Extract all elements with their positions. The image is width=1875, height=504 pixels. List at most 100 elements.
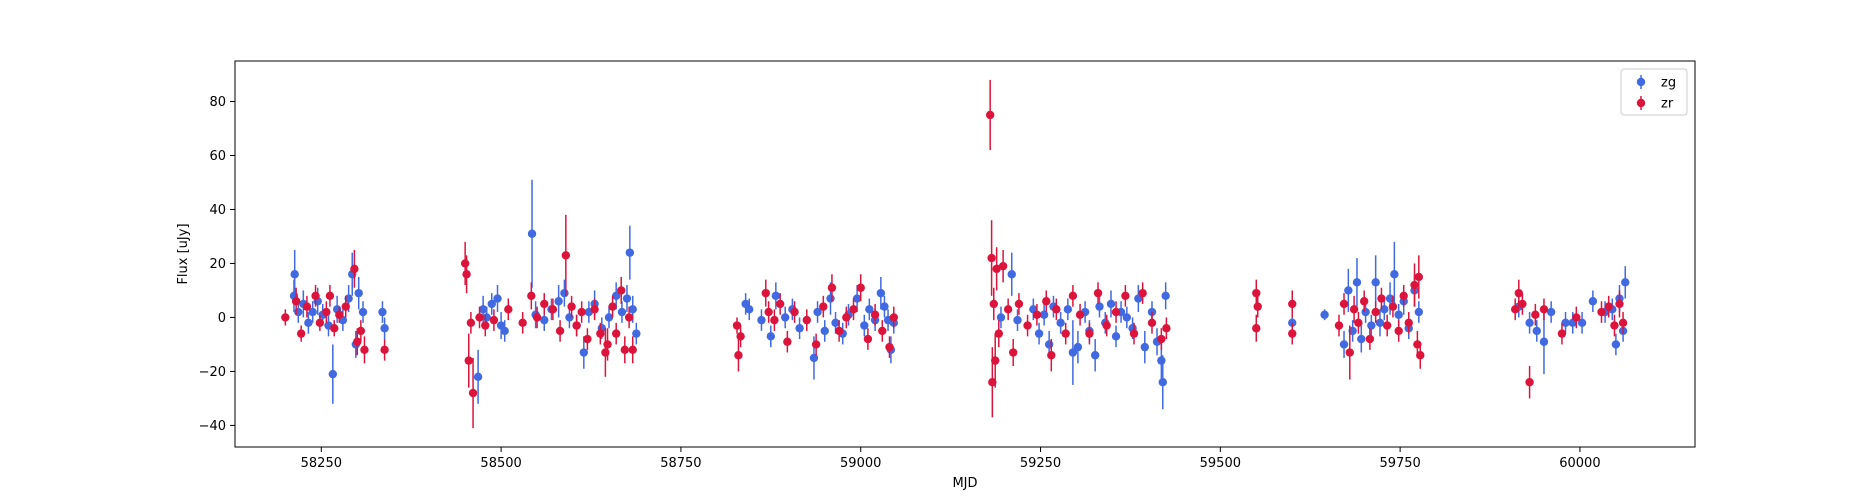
data-point-zr [1032,310,1042,319]
data-point-zr [1008,348,1018,357]
data-point-zg [1095,302,1104,311]
data-point-zg [1611,340,1621,349]
data-point-zr [989,299,998,309]
data-point-zr [834,326,844,336]
data-point-zg [1090,351,1100,360]
data-point-zr [302,302,312,311]
data-point-zr [1052,305,1061,314]
data-point-zg [328,369,338,379]
y-tick-label: 0 [218,311,226,326]
data-point-zr [761,288,770,298]
data-point-zg [611,291,621,301]
data-point-zr [1539,305,1549,314]
data-point-zr [1334,321,1344,330]
data-point-zg [482,313,491,322]
data-point-zg [604,313,614,322]
data-point-zg [1044,340,1054,349]
data-point-zr [802,315,811,325]
data-point-zr [764,307,773,317]
data-point-zr [540,299,549,309]
legend: zg zr [1620,68,1688,116]
data-point-zg [1357,334,1366,344]
data-point-zg [1525,318,1534,328]
data-point-zr [1138,288,1147,298]
data-point-zr [1377,294,1386,303]
data-point-zg [880,302,889,311]
x-tick-label: 59000 [840,456,881,471]
data-point-zr [1510,305,1520,314]
data-point-zr [620,345,630,355]
data-point-zg [579,348,589,357]
data-point-zr [360,345,369,355]
data-point-zg [1361,307,1370,317]
data-point-zr [1252,324,1261,333]
data-point-zr [1604,302,1613,311]
data-point-zr [596,329,605,338]
legend-entry-zr: zr [1636,96,1674,112]
data-point-zr [462,270,471,279]
data-point-zg [565,313,574,322]
data-point-zr [1615,299,1624,309]
data-point-zr [325,291,335,301]
data-point-zg [1339,340,1349,349]
data-point-zr [481,321,490,330]
data-point-zg [1371,278,1380,287]
data-point-zr [464,356,473,365]
data-point-zr [466,318,476,328]
data-point-zr [827,283,837,292]
data-point-zg [813,307,822,317]
legend-point-marker [1636,77,1646,87]
data-point-zr [1288,329,1297,338]
data-point-zr [790,307,799,317]
data-point-zr [1610,321,1619,330]
data-point-zg [1367,321,1376,330]
data-point-zr [1014,299,1024,309]
data-point-zr [1572,313,1581,322]
data-point-zr [291,297,301,306]
data-point-zg [1056,318,1065,328]
data-point-zr [1414,272,1424,282]
data-point-zr [770,315,779,325]
data-point-zg [1348,326,1357,336]
data-point-zr [1525,378,1534,387]
data-point-zr [1514,288,1523,298]
x-tick-label: 60000 [1559,456,1600,471]
data-point-zg [493,294,502,303]
data-point-zr [1252,288,1261,298]
data-point-zg [358,307,368,317]
data-point-zr [611,329,621,338]
data-point-zr [577,307,586,317]
data-point-zg [1039,310,1049,319]
data-point-zr [1349,305,1359,314]
data-point-zr [732,321,742,330]
data-point-zg [826,294,835,303]
data-point-zg [290,270,299,279]
data-point-zr [475,313,484,322]
data-point-zr [489,315,499,325]
data-point-zg [487,299,496,309]
data-point-zg [308,307,317,317]
data-point-zg [1546,307,1556,317]
x-tick-label: 58500 [480,456,521,471]
data-point-zr [856,283,865,292]
data-point-zr [608,302,617,311]
y-tick-label: −20 [199,365,226,380]
data-point-zr [1557,329,1567,338]
data-point-zg [1375,318,1385,328]
data-point-zg [996,313,1006,322]
data-point-zr [1157,334,1166,344]
data-point-zr [988,378,997,387]
data-point-zg [1158,378,1167,387]
data-point-zg [852,294,862,303]
data-point-zg [1539,337,1549,346]
data-point-zg [344,294,353,303]
data-point-zg [1063,305,1073,314]
data-point-zg [1588,297,1598,306]
data-point-zr [353,337,362,346]
data-point-zg [527,229,537,238]
data-point-zg [294,307,303,317]
data-point-zr [527,291,536,301]
data-point-zg [1352,278,1362,287]
data-point-zg [478,305,488,314]
